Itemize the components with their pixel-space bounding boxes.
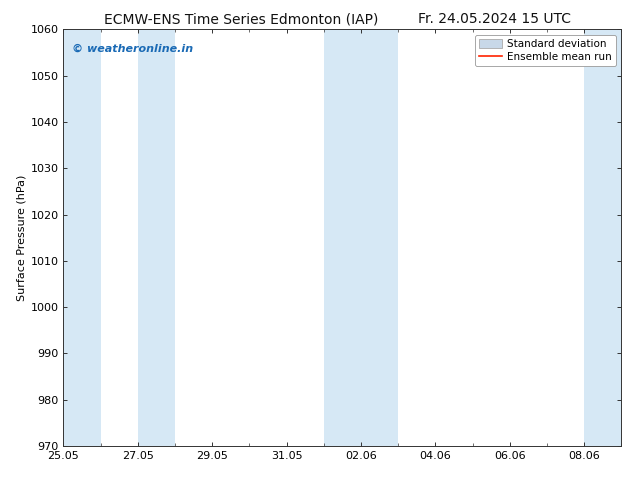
Y-axis label: Surface Pressure (hPa): Surface Pressure (hPa) (16, 174, 26, 301)
Text: © weatheronline.in: © weatheronline.in (72, 44, 193, 54)
Legend: Standard deviation, Ensemble mean run: Standard deviation, Ensemble mean run (475, 35, 616, 66)
Text: Fr. 24.05.2024 15 UTC: Fr. 24.05.2024 15 UTC (418, 12, 571, 26)
Bar (324, 29, 398, 446)
Bar (584, 29, 621, 446)
Bar (138, 29, 175, 446)
Text: ECMW-ENS Time Series Edmonton (IAP): ECMW-ENS Time Series Edmonton (IAP) (104, 12, 378, 26)
Bar (63, 29, 101, 446)
